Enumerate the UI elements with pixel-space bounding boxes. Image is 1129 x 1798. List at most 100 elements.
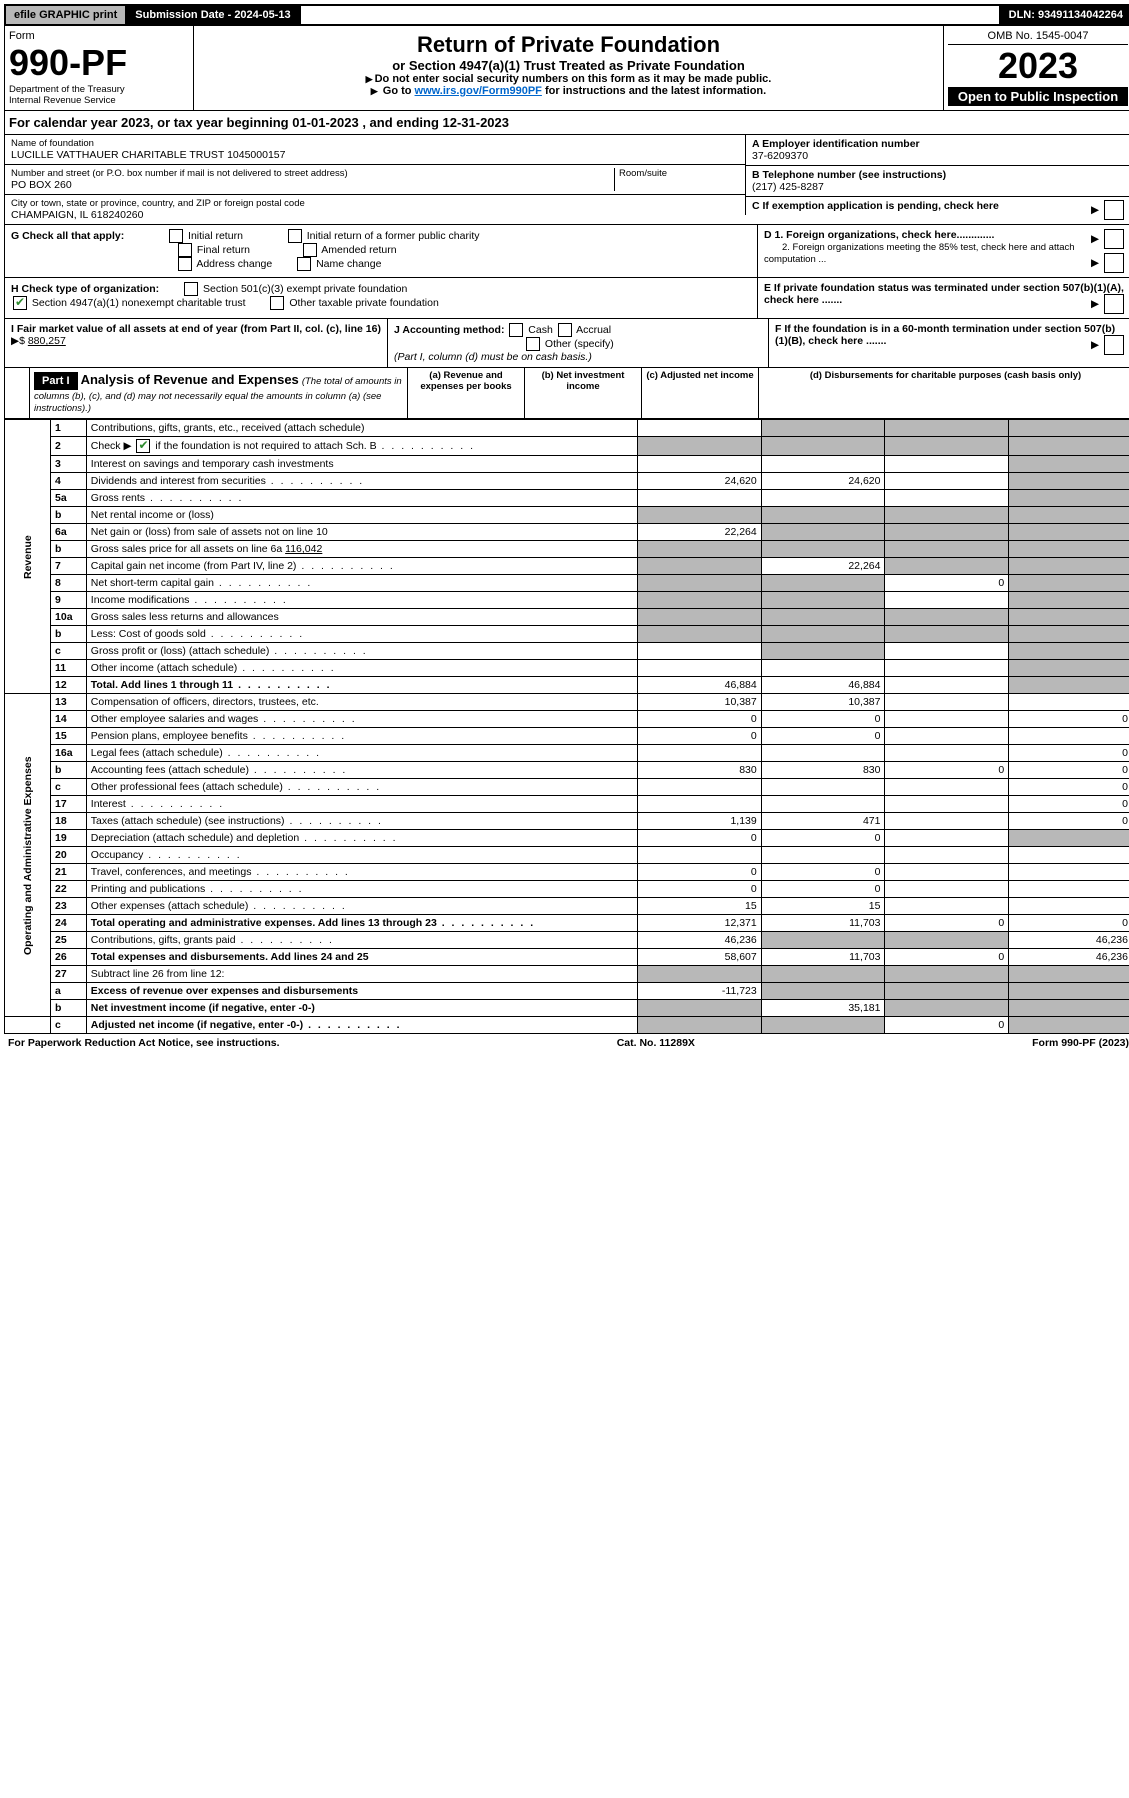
- l16c-d: 0: [1009, 779, 1129, 796]
- table-row: cOther professional fees (attach schedul…: [5, 779, 1129, 796]
- footer-right: Form 990-PF (2023): [1032, 1037, 1129, 1049]
- line-27b: Net investment income (if negative, ente…: [86, 1000, 637, 1017]
- efile-label: efile GRAPHIC print: [6, 6, 127, 24]
- part-label: Part I: [34, 372, 78, 390]
- table-row: 26Total expenses and disbursements. Add …: [5, 949, 1129, 966]
- amended-return-checkbox[interactable]: [303, 243, 317, 257]
- j-note: (Part I, column (d) must be on cash basi…: [394, 351, 592, 363]
- dln-label: DLN: 93491134042264: [1001, 6, 1129, 24]
- initial-return-checkbox[interactable]: [169, 229, 183, 243]
- table-row: 2Check ▶ if the foundation is not requir…: [5, 437, 1129, 456]
- initial-former-checkbox[interactable]: [288, 229, 302, 243]
- irs-link[interactable]: www.irs.gov/Form990PF: [415, 85, 542, 97]
- top-bar: efile GRAPHIC print Submission Date - 20…: [4, 4, 1129, 26]
- i-prefix: ▶$: [11, 335, 25, 347]
- part-title: Analysis of Revenue and Expenses: [81, 372, 299, 387]
- d2-label: 2. Foreign organizations meeting the 85%…: [764, 242, 1075, 265]
- d1-checkbox[interactable]: [1104, 229, 1124, 249]
- l7-b: 22,264: [761, 558, 885, 575]
- table-row: 23Other expenses (attach schedule)1515: [5, 898, 1129, 915]
- l26-d: 46,236: [1009, 949, 1129, 966]
- cash-checkbox[interactable]: [509, 323, 523, 337]
- section-ijf: I Fair market value of all assets at end…: [4, 319, 1129, 368]
- s4947-checkbox[interactable]: [13, 296, 27, 310]
- ein-label: A Employer identification number: [752, 138, 920, 150]
- line-6a: Net gain or (loss) from sale of assets n…: [86, 524, 637, 541]
- l16a-d: 0: [1009, 745, 1129, 762]
- line-14: Other employee salaries and wages: [91, 713, 259, 725]
- l21-b: 0: [761, 864, 885, 881]
- j-cell: J Accounting method: Cash Accrual Other …: [387, 319, 768, 367]
- l16b-c: 0: [885, 762, 1009, 779]
- ein-value: 37-6209370: [752, 150, 808, 162]
- accrual-checkbox[interactable]: [558, 323, 572, 337]
- l27a-a: -11,723: [638, 983, 762, 1000]
- other-method-checkbox[interactable]: [526, 337, 540, 351]
- exemption-checkbox[interactable]: [1104, 200, 1124, 220]
- table-row: cGross profit or (loss) (attach schedule…: [5, 643, 1129, 660]
- l17-d: 0: [1009, 796, 1129, 813]
- line-5a: Gross rents: [91, 492, 145, 504]
- table-row: 24Total operating and administrative exp…: [5, 915, 1129, 932]
- other-taxable-checkbox[interactable]: [270, 296, 284, 310]
- spacer: [301, 6, 1001, 24]
- calendar-year-row: For calendar year 2023, or tax year begi…: [4, 111, 1129, 135]
- part1-header: Part I Analysis of Revenue and Expenses …: [4, 368, 1129, 419]
- line-27: Subtract line 26 from line 12:: [86, 966, 637, 983]
- omb-number: OMB No. 1545-0047: [948, 30, 1128, 45]
- l8-c: 0: [885, 575, 1009, 592]
- l14-d: 0: [1009, 711, 1129, 728]
- d2-checkbox[interactable]: [1104, 253, 1124, 273]
- line-16c: Other professional fees (attach schedule…: [91, 781, 283, 793]
- table-row: 19Depreciation (attach schedule) and dep…: [5, 830, 1129, 847]
- line-21: Travel, conferences, and meetings: [91, 866, 252, 878]
- l18-d: 0: [1009, 813, 1129, 830]
- address-change-checkbox[interactable]: [178, 257, 192, 271]
- l27c-c: 0: [885, 1017, 1009, 1034]
- line-12: Total. Add lines 1 through 11: [91, 679, 233, 691]
- l18-a: 1,139: [638, 813, 762, 830]
- expenses-side-label: Operating and Administrative Expenses: [5, 694, 51, 1017]
- line-10a: Gross sales less returns and allowances: [86, 609, 637, 626]
- table-row: 27Subtract line 26 from line 12:: [5, 966, 1129, 983]
- f-cell: F If the foundation is in a 60-month ter…: [768, 319, 1129, 367]
- table-row: 18Taxes (attach schedule) (see instructi…: [5, 813, 1129, 830]
- table-row: 14Other employee salaries and wages000: [5, 711, 1129, 728]
- analysis-table: Revenue 1Contributions, gifts, grants, e…: [4, 419, 1129, 1034]
- submission-date: Submission Date - 2024-05-13: [127, 6, 300, 24]
- table-row: bNet rental income or (loss): [5, 507, 1129, 524]
- final-return-label: Final return: [197, 244, 250, 256]
- accrual-label: Accrual: [576, 324, 611, 336]
- city-label: City or town, state or province, country…: [11, 198, 739, 209]
- line-11: Other income (attach schedule): [91, 662, 238, 674]
- table-row: 16aLegal fees (attach schedule)0: [5, 745, 1129, 762]
- name-change-checkbox[interactable]: [297, 257, 311, 271]
- s501-checkbox[interactable]: [184, 282, 198, 296]
- l25-d: 46,236: [1009, 932, 1129, 949]
- e-checkbox[interactable]: [1104, 294, 1124, 314]
- l15-b: 0: [761, 728, 885, 745]
- header-left: Form 990-PF Department of the Treasury I…: [5, 26, 194, 110]
- col-c-header: (c) Adjusted net income: [642, 368, 759, 418]
- l19-a: 0: [638, 830, 762, 847]
- l4-a: 24,620: [638, 473, 762, 490]
- table-row: 4Dividends and interest from securities2…: [5, 473, 1129, 490]
- col-a-header: (a) Revenue and expenses per books: [408, 368, 525, 418]
- phone-label: B Telephone number (see instructions): [752, 169, 946, 181]
- section-h: H Check type of organization: Section 50…: [4, 278, 1129, 319]
- f-checkbox[interactable]: [1104, 335, 1124, 355]
- l24-d: 0: [1009, 915, 1129, 932]
- l13-b: 10,387: [761, 694, 885, 711]
- final-return-checkbox[interactable]: [178, 243, 192, 257]
- l12-b: 46,884: [761, 677, 885, 694]
- header-center: Return of Private Foundation or Section …: [194, 26, 943, 110]
- initial-return-label: Initial return: [188, 230, 243, 242]
- schb-checkbox[interactable]: [136, 439, 150, 453]
- l26-a: 58,607: [638, 949, 762, 966]
- table-row: bLess: Cost of goods sold: [5, 626, 1129, 643]
- footer-mid: Cat. No. 11289X: [617, 1037, 695, 1049]
- l18-b: 471: [761, 813, 885, 830]
- instr2-pre: Go to: [383, 85, 415, 97]
- line-16a: Legal fees (attach schedule): [91, 747, 223, 759]
- l25-a: 46,236: [638, 932, 762, 949]
